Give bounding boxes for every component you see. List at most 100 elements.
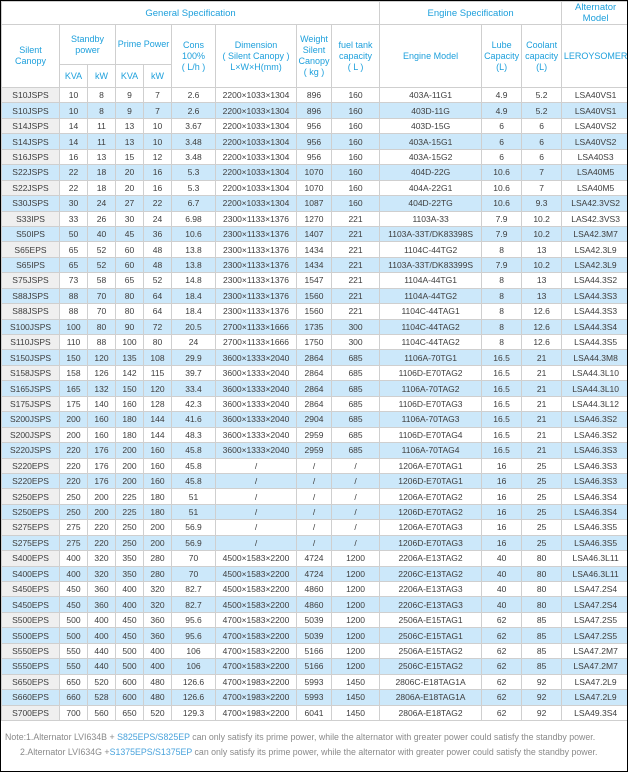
spec-cell: 100 bbox=[115, 333, 144, 351]
spec-cell: 685 bbox=[330, 349, 381, 366]
spec-cell: 250 bbox=[115, 534, 144, 552]
spec-cell: LSA46.3S3 bbox=[561, 457, 627, 474]
model-link[interactable]: S275EPS bbox=[1, 534, 60, 552]
header-engine-specification: Engine Specification bbox=[379, 1, 563, 25]
model-link[interactable]: S650EPS bbox=[1, 673, 60, 691]
model-link[interactable]: S10JSPS bbox=[1, 86, 60, 104]
spec-cell: 126.6 bbox=[171, 689, 216, 706]
spec-cell: 82.7 bbox=[171, 580, 216, 598]
spec-cell: 360 bbox=[143, 627, 172, 644]
spec-cell: LSA44.3L10 bbox=[561, 364, 627, 382]
spec-cell: 200 bbox=[87, 503, 116, 521]
spec-cell: 21 bbox=[521, 395, 563, 413]
model-link[interactable]: S550EPS bbox=[1, 642, 60, 660]
model-link[interactable]: S275EPS bbox=[1, 519, 60, 536]
spec-cell: 3600×1333×2040 bbox=[215, 426, 297, 444]
model-link[interactable]: S150JSPS bbox=[1, 349, 60, 366]
spec-cell: 403D-11G bbox=[379, 102, 483, 119]
spec-cell: 4500×1583×2200 bbox=[215, 580, 297, 598]
table-row: S100JSPS 100 80 90 72 20.5 2700×1133×1666 1735 3… bbox=[1, 318, 627, 336]
spec-cell: 4500×1583×2200 bbox=[215, 596, 297, 613]
spec-cell: 33 bbox=[59, 210, 88, 227]
spec-cell: LSA40M5 bbox=[561, 164, 627, 181]
model-link[interactable]: S65IPS bbox=[1, 256, 60, 274]
spec-cell: 360 bbox=[87, 596, 116, 613]
model-link[interactable]: S200JSPS bbox=[1, 426, 60, 444]
model-link[interactable]: S158JSPS bbox=[1, 364, 60, 382]
model-link[interactable]: S220EPS bbox=[1, 457, 60, 474]
spec-cell: 160 bbox=[330, 179, 381, 197]
model-link[interactable]: S50IPS bbox=[1, 225, 60, 243]
spec-cell: 40 bbox=[87, 225, 116, 243]
spec-cell: 5166 bbox=[296, 658, 332, 675]
model-link[interactable]: S220EPS bbox=[1, 472, 60, 490]
spec-cell: 26 bbox=[87, 210, 116, 227]
spec-cell: 11 bbox=[87, 133, 116, 150]
spec-cell: 25 bbox=[521, 503, 563, 521]
model-link[interactable]: S100JSPS bbox=[1, 318, 60, 336]
spec-cell: 685 bbox=[330, 411, 381, 428]
header-alternator-model: Alternator Model bbox=[561, 1, 627, 25]
spec-cell: 400 bbox=[143, 658, 172, 675]
model-link[interactable]: S550EPS bbox=[1, 658, 60, 675]
spec-cell: 450 bbox=[115, 627, 144, 644]
model-link[interactable]: S30JSPS bbox=[1, 195, 60, 212]
model-link[interactable]: S88JSPS bbox=[1, 303, 60, 320]
table-row: S30JSPS 30 24 27 22 6.7 2200×1033×1304 1087 160 4… bbox=[1, 195, 627, 212]
footnote-1-model: S825EPS/S825EP bbox=[117, 731, 190, 742]
spec-cell: 14.8 bbox=[171, 272, 216, 289]
model-link[interactable]: S450EPS bbox=[1, 580, 60, 598]
spec-cell: 275 bbox=[59, 519, 88, 536]
model-link[interactable]: S75JSPS bbox=[1, 272, 60, 289]
model-link[interactable]: S220JSPS bbox=[1, 442, 60, 459]
model-link[interactable]: S14JSPS bbox=[1, 133, 60, 150]
spec-cell: 2200×1033×1304 bbox=[215, 117, 297, 135]
spec-cell: LSA44.3S4 bbox=[561, 318, 627, 336]
spec-cell: 3600×1333×2040 bbox=[215, 442, 297, 459]
spec-cell: 15 bbox=[115, 148, 144, 166]
spec-cell: 1434 bbox=[296, 241, 332, 258]
spec-cell: 1104C-44TAG2 bbox=[379, 333, 483, 351]
spec-cell: 2200×1033×1304 bbox=[215, 179, 297, 197]
model-link[interactable]: S14JSPS bbox=[1, 117, 60, 135]
spec-cell: 650 bbox=[59, 673, 88, 691]
model-link[interactable]: S110JSPS bbox=[1, 333, 60, 351]
spec-cell: 62 bbox=[481, 704, 523, 721]
spec-cell: LSA47.2M7 bbox=[561, 658, 627, 675]
model-link[interactable]: S400EPS bbox=[1, 565, 60, 583]
model-link[interactable]: S165JSPS bbox=[1, 380, 60, 397]
spec-cell: 1104A-44TG1 bbox=[379, 272, 483, 289]
spec-cell: LSA44.3L12 bbox=[561, 395, 627, 413]
model-link[interactable]: S500EPS bbox=[1, 611, 60, 629]
spec-cell: 2300×1133×1376 bbox=[215, 225, 297, 243]
model-link[interactable]: S250EPS bbox=[1, 488, 60, 505]
model-link[interactable]: S22JSPS bbox=[1, 179, 60, 197]
model-link[interactable]: S500EPS bbox=[1, 627, 60, 644]
model-link[interactable]: S700EPS bbox=[1, 704, 60, 721]
spec-cell: 1200 bbox=[330, 580, 381, 598]
model-link[interactable]: S400EPS bbox=[1, 550, 60, 567]
table-row: S65IPS 65 52 60 48 13.8 2300×1133×1376 1434 221 1… bbox=[1, 256, 627, 274]
model-link[interactable]: S175JSPS bbox=[1, 395, 60, 413]
table-row: S250EPS 250 200 225 180 51///1206A-E70TAG2 16 2… bbox=[1, 488, 627, 505]
spec-cell: 12 bbox=[143, 148, 172, 166]
spec-cell: 1450 bbox=[330, 689, 381, 706]
spec-cell: 16 bbox=[481, 503, 523, 521]
spec-cell: 62 bbox=[481, 627, 523, 644]
model-link[interactable]: S250EPS bbox=[1, 503, 60, 521]
model-link[interactable]: S10JSPS bbox=[1, 102, 60, 119]
spec-cell: LSA40VS1 bbox=[561, 102, 627, 119]
model-link[interactable]: S200JSPS bbox=[1, 411, 60, 428]
model-link[interactable]: S16JSPS bbox=[1, 148, 60, 166]
spec-cell: 10.6 bbox=[481, 179, 523, 197]
spec-cell: 2206A-E13TAG2 bbox=[379, 550, 483, 567]
spec-cell: 80 bbox=[115, 303, 144, 320]
model-link[interactable]: S660EPS bbox=[1, 689, 60, 706]
model-link[interactable]: S88JSPS bbox=[1, 287, 60, 305]
model-link[interactable]: S65EPS bbox=[1, 241, 60, 258]
spec-cell: 160 bbox=[143, 442, 172, 459]
model-link[interactable]: S22JSPS bbox=[1, 164, 60, 181]
model-link[interactable]: S33IPS bbox=[1, 210, 60, 227]
spec-cell: 1200 bbox=[330, 611, 381, 629]
model-link[interactable]: S450EPS bbox=[1, 596, 60, 613]
